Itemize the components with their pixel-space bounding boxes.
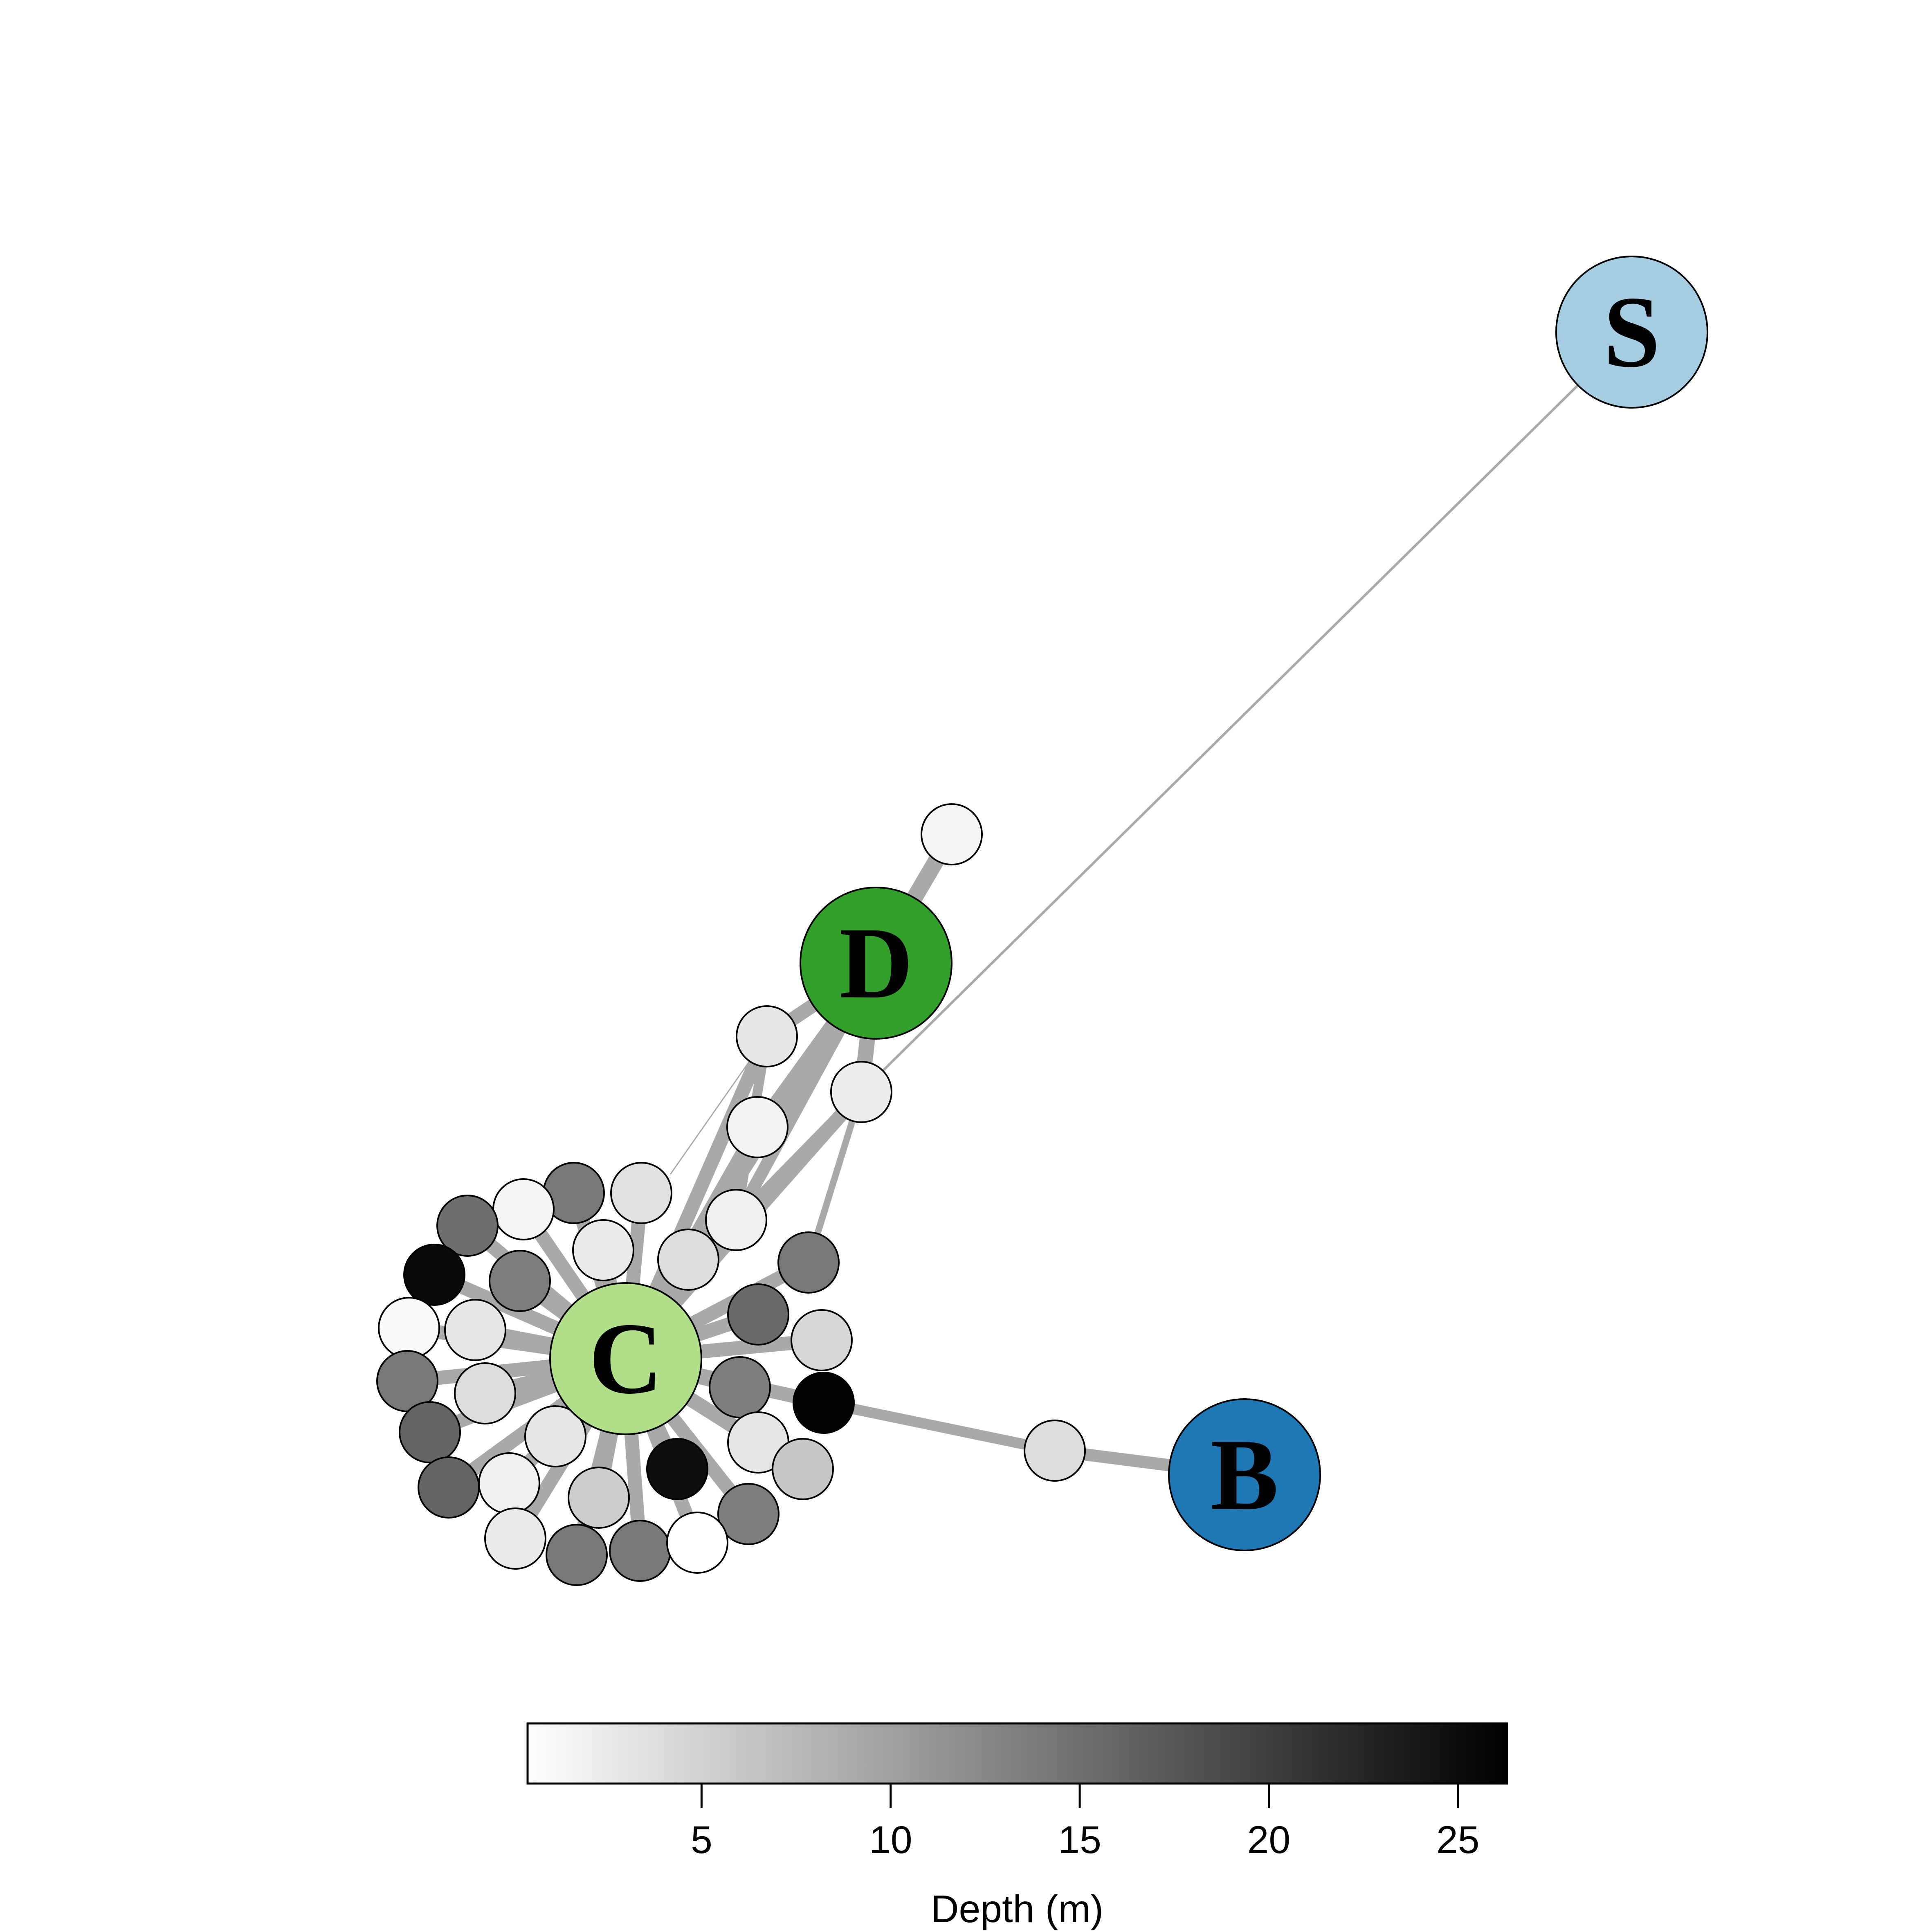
colorbar-axis: 5 10 15 20 25 [691,1784,1480,1862]
sample-node-32[interactable] [546,1524,608,1586]
colorbar-tick-label-5: 5 [691,1818,712,1862]
sample-node-34[interactable] [666,1512,728,1574]
hub-node-D[interactable]: D [800,887,953,1040]
sample-node-26[interactable] [772,1438,834,1500]
sample-node-20[interactable] [793,1372,855,1434]
sample-node-31[interactable] [484,1507,546,1570]
sample-node-layer [376,803,1086,1586]
colorbar-tick-label-15: 15 [1058,1818,1101,1862]
sample-node-17[interactable] [444,1299,506,1361]
sample-node-12[interactable] [403,1244,465,1306]
colorbar-title: Depth (m) [931,1887,1103,1931]
sample-node-2[interactable] [830,1061,892,1123]
hub-node-B-label: B [1211,1418,1279,1532]
sample-node-7[interactable] [492,1178,555,1240]
colorbar-gradient [526,1722,1508,1785]
sample-node-15[interactable] [791,1309,853,1371]
sample-node-0[interactable] [921,803,983,865]
hub-node-S-label: S [1603,276,1660,389]
sample-node-22[interactable] [399,1401,461,1463]
hub-node-C[interactable]: C [549,1282,702,1435]
hub-node-B[interactable]: B [1168,1398,1321,1551]
sample-node-14[interactable] [727,1283,789,1346]
colorbar-tick-label-25: 25 [1436,1818,1480,1862]
hub-node-D-label: D [839,907,913,1020]
hub-node-C-label: C [589,1302,663,1415]
sample-node-28[interactable] [478,1452,540,1514]
sample-node-9[interactable] [572,1219,634,1281]
sample-node-30[interactable] [717,1483,780,1545]
edge-47 [818,1397,1060,1456]
sample-node-5[interactable] [610,1162,672,1224]
sample-node-1[interactable] [736,1005,798,1067]
colorbar-tick-label-10: 10 [869,1818,912,1862]
edge-45 [860,331,1633,1093]
sample-node-23[interactable] [524,1405,586,1467]
hub-node-D-circle [800,887,953,1040]
sample-node-33[interactable] [609,1520,671,1582]
hub-node-B-circle [1168,1398,1321,1551]
sample-node-11[interactable] [777,1231,840,1294]
sample-node-8[interactable] [436,1195,499,1257]
sample-node-3[interactable] [726,1096,789,1158]
hub-node-S-circle [1555,256,1708,409]
sample-node-10[interactable] [657,1229,719,1291]
hub-node-C-circle [549,1282,702,1435]
sample-node-21[interactable] [454,1362,516,1424]
depth-colorbar: 5 10 15 20 25 Depth (m) [526,1722,1508,1931]
sample-node-35[interactable] [1024,1420,1086,1482]
sample-node-16[interactable] [378,1297,440,1359]
sample-node-27[interactable] [418,1456,480,1519]
sample-node-25[interactable] [646,1438,708,1500]
sample-node-19[interactable] [709,1356,771,1418]
hub-node-S[interactable]: S [1555,256,1708,409]
colorbar-tick-label-20: 20 [1247,1818,1291,1862]
sample-node-4[interactable] [705,1189,767,1251]
sample-node-29[interactable] [568,1467,630,1529]
sample-node-13[interactable] [489,1250,551,1312]
